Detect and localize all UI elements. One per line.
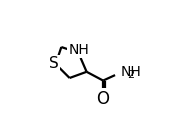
Text: S: S — [49, 56, 59, 71]
Text: O: O — [97, 90, 110, 108]
Text: NH: NH — [121, 65, 141, 79]
Text: 2: 2 — [127, 70, 134, 80]
Text: NH: NH — [69, 43, 89, 57]
